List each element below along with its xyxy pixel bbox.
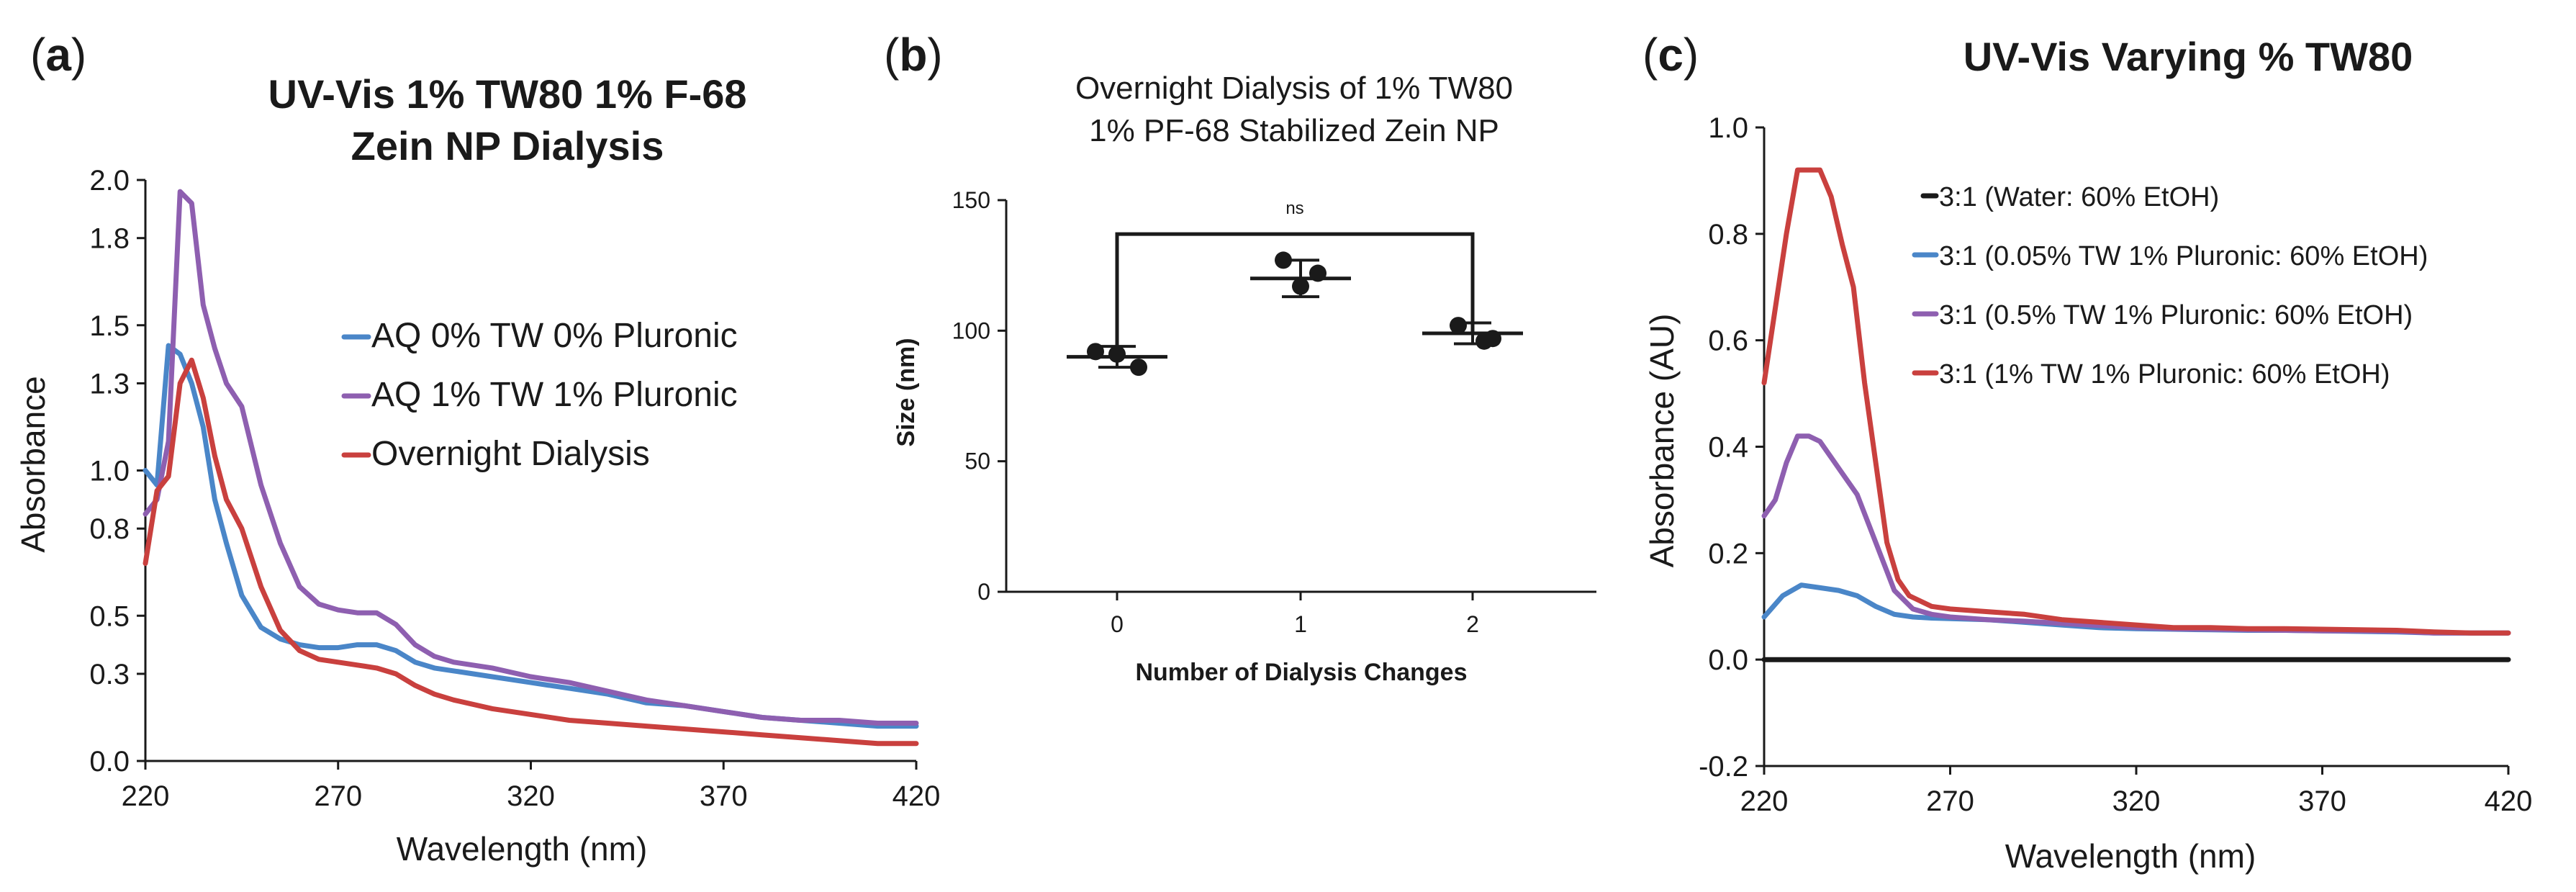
y-tick-label: 50 [964,449,990,474]
panel-b-xlabel: Number of Dialysis Changes [1135,659,1467,686]
panel-a-xlabel: Wavelength (nm) [397,830,648,868]
legend-label: 3:1 (1% TW 1% Pluronic: 60% EtOH) [1939,359,2390,389]
y-tick-label: 2.0 [89,165,130,197]
data-point [1087,343,1104,361]
legend-label: AQ 1% TW 1% Pluronic [371,376,738,414]
legend-label: 3:1 (0.05% TW 1% Pluronic: 60% EtOH) [1939,241,2428,271]
x-tick-label: 320 [507,780,555,812]
x-tick-label: 420 [892,780,941,812]
y-tick-label: 0.3 [89,659,130,690]
series-line-overnight-dialysis [143,357,919,747]
panel-c-title: UV-Vis Varying % TW80 [1963,34,2413,79]
series-line-aq-1-tw-1-pluronic [143,189,919,726]
data-point [1309,264,1327,282]
y-tick-label: 0 [977,579,990,605]
x-tick-label: 220 [122,780,170,812]
series-line-3-1-1-tw-1-pluronic-60-etoh- [1761,167,2511,636]
x-tick-label: 1 [1294,611,1307,637]
y-tick-label: 0.6 [1708,325,1748,357]
y-tick-label: 0.8 [89,513,130,545]
y-tick-label: 1.3 [89,368,130,400]
y-tick-label: 0.4 [1708,432,1748,464]
panel-b-label: (b) [884,29,943,81]
panel-c-label: (c) [1642,29,1699,81]
x-tick-label: 370 [2298,785,2346,817]
panel-c-ylabel: Absorbance (AU) [1643,314,1681,568]
panel-a-title-line1: UV-Vis 1% TW80 1% F-68 [268,71,747,117]
y-tick-label: 0.0 [1708,644,1748,676]
x-tick-label: 0 [1111,611,1124,637]
y-tick-label: 0.8 [1708,219,1748,251]
legend-label: Overnight Dialysis [371,435,650,473]
y-tick-label: 150 [952,187,990,213]
legend-label: AQ 0% TW 0% Pluronic [371,317,738,355]
y-tick-label: 100 [952,317,990,343]
panel-a-plot: 0.0 0.3 0.5 0.8 1.0 1.3 1.5 1.8 2.0 220 270 320 370 4… [89,165,940,812]
x-tick-label: 220 [1740,785,1789,817]
legend-label: 3:1 (0.5% TW 1% Pluronic: 60% EtOH) [1939,300,2413,330]
panel-b-plot: 0 50 100 150 0 1 2 ns [952,187,1596,637]
y-tick-label: 0.5 [89,600,130,632]
y-tick-label: -0.2 [1699,751,1748,783]
data-point [1292,277,1309,295]
panel-c-xlabel: Wavelength (nm) [2005,837,2256,875]
y-tick-label: 1.8 [89,223,130,255]
panel-c-plot: -0.2 0.0 0.2 0.4 0.6 0.8 1.0 220 270 320 370 420 [1699,112,2532,817]
panel-a-ylabel: Absorbance [14,376,52,553]
panel-a-label: (a) [30,29,86,81]
data-point [1275,251,1292,269]
x-tick-label: 270 [314,780,362,812]
panel-a: (a) UV-Vis 1% TW80 1% F-68 Zein NP Dialy… [14,29,940,868]
data-point [1484,330,1501,348]
panel-b-ylabel: Size (nm) [892,338,920,446]
panel-a-legend: AQ 0% TW 0% Pluronic AQ 1% TW 1% Pluronic… [341,317,738,473]
panel-c: (c) UV-Vis Varying % TW80 -0.2 0.0 0.2 0.4 0… [1642,29,2532,875]
x-tick-label: 270 [1926,785,1974,817]
y-tick-label: 1.5 [89,310,130,342]
panel-b: (b) Overnight Dialysis of 1% TW80 1% PF-… [884,29,1596,686]
x-tick-label: 320 [2112,785,2161,817]
panel-a-title-line2: Zein NP Dialysis [351,123,664,168]
data-point [1130,359,1147,377]
panel-b-title-line1: Overnight Dialysis of 1% TW80 [1075,71,1513,106]
x-tick-label: 420 [2485,785,2533,817]
legend-label: 3:1 (Water: 60% EtOH) [1939,182,2219,212]
x-tick-label: 2 [1466,611,1479,637]
panel-c-legend: 3:1 (Water: 60% EtOH) 3:1 (0.05% TW 1% Pl… [1912,182,2428,389]
y-tick-label: 1.0 [89,456,130,487]
data-point [1450,317,1467,335]
panel-b-title-line2: 1% PF-68 Stabilized Zein NP [1089,113,1499,148]
y-tick-label: 0.2 [1708,538,1748,569]
y-tick-label: 1.0 [1708,112,1748,144]
y-tick-label: 0.0 [89,746,130,778]
significance-label: ns [1285,199,1303,218]
x-tick-label: 370 [700,780,748,812]
significance-bracket [1115,232,1475,357]
